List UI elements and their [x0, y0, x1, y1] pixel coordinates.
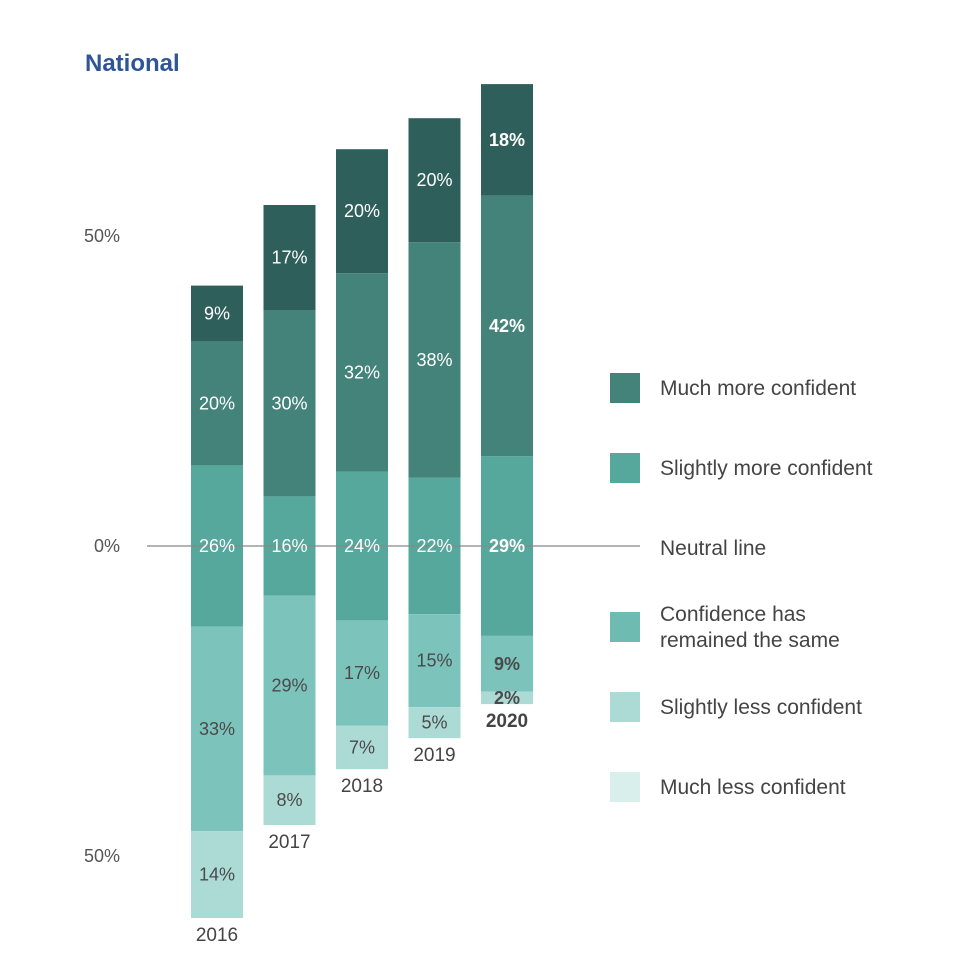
data-label: 9% — [494, 654, 520, 674]
bar-slightly-less-confident-2019 — [408, 614, 461, 708]
data-label: 29% — [271, 676, 307, 696]
data-label: 14% — [199, 865, 235, 885]
data-label: 26% — [199, 536, 235, 556]
legend-line: remained the same — [660, 629, 840, 652]
y-tick-label: 50% — [84, 226, 120, 246]
bar-slightly-more-confident-2020 — [481, 195, 533, 457]
year-label: 2016 — [196, 925, 238, 946]
legend-label-slightly-more-confident: Slightly more confident — [660, 457, 873, 480]
data-label: 29% — [489, 536, 525, 556]
bar-slightly-less-confident-2018 — [336, 620, 388, 726]
legend-label-slightly-less-confident: Slightly less confident — [660, 696, 862, 719]
legend-swatch-much-less-confident — [610, 772, 640, 802]
data-label: 8% — [276, 790, 302, 810]
legend-label-confidence-has-remained-the-same: Confidence has remained the same — [660, 603, 840, 652]
legend-label-neutral-line: Neutral line — [660, 537, 766, 560]
bar-slightly-less-confident-2016 — [191, 626, 243, 832]
bar-slightly-less-confident-2017 — [263, 595, 316, 776]
data-label: 7% — [349, 738, 375, 758]
bar-much-more-confident-2017 — [263, 205, 316, 311]
data-label: 20% — [344, 201, 380, 221]
data-label: 33% — [199, 719, 235, 739]
bar-much-less-confident-2017 — [263, 775, 316, 825]
bar-much-less-confident-2019 — [408, 707, 461, 739]
bar-much-less-confident-2016 — [191, 831, 243, 918]
y-tick-label: 0% — [94, 536, 120, 556]
bar-slightly-more-confident-2016 — [191, 341, 243, 466]
year-label: 2020 — [486, 711, 528, 732]
y-tick-label: 50% — [84, 846, 120, 866]
bar-much-more-confident-2020 — [481, 84, 533, 196]
data-label: 17% — [344, 663, 380, 683]
data-label: 42% — [489, 316, 525, 336]
data-label: 2% — [494, 688, 520, 708]
chart-title: National — [85, 50, 180, 77]
bar-much-less-confident-2018 — [336, 725, 388, 770]
bar-much-more-confident-2019 — [408, 118, 461, 243]
bar-slightly-more-confident-2017 — [263, 310, 316, 497]
legend-swatch-much-more-confident — [610, 373, 640, 403]
year-label: 2017 — [268, 832, 310, 853]
bar-much-less-confident-2020 — [481, 691, 533, 705]
data-label: 30% — [271, 393, 307, 413]
legend-swatch-slightly-more-confident — [610, 453, 640, 483]
bar-much-more-confident-2018 — [336, 149, 388, 274]
data-label: 24% — [344, 536, 380, 556]
data-label: 9% — [204, 304, 230, 324]
bar-slightly-more-confident-2018 — [336, 273, 388, 472]
bar-much-more-confident-2016 — [191, 285, 243, 342]
legend-label-much-less-confident: Much less confident — [660, 776, 846, 799]
data-label: 32% — [344, 362, 380, 382]
data-label: 38% — [416, 350, 452, 370]
year-label: 2018 — [341, 776, 383, 797]
data-label: 18% — [489, 130, 525, 150]
data-label: 22% — [416, 536, 452, 556]
data-label: 15% — [416, 651, 452, 671]
data-label: 5% — [421, 713, 447, 733]
legend-swatch-slightly-less-confident — [610, 692, 640, 722]
year-label: 2019 — [413, 745, 455, 766]
legend-swatch-confidence-has-remained-the-same — [610, 612, 640, 642]
data-label: 16% — [271, 536, 307, 556]
legend-label-much-more-confident: Much more confident — [660, 377, 856, 400]
data-label: 20% — [416, 170, 452, 190]
bar-slightly-more-confident-2019 — [408, 242, 461, 478]
data-label: 17% — [271, 248, 307, 268]
legend-line: Confidence has — [660, 603, 806, 626]
bar-slightly-less-confident-2020 — [481, 635, 533, 692]
data-label: 20% — [199, 393, 235, 413]
